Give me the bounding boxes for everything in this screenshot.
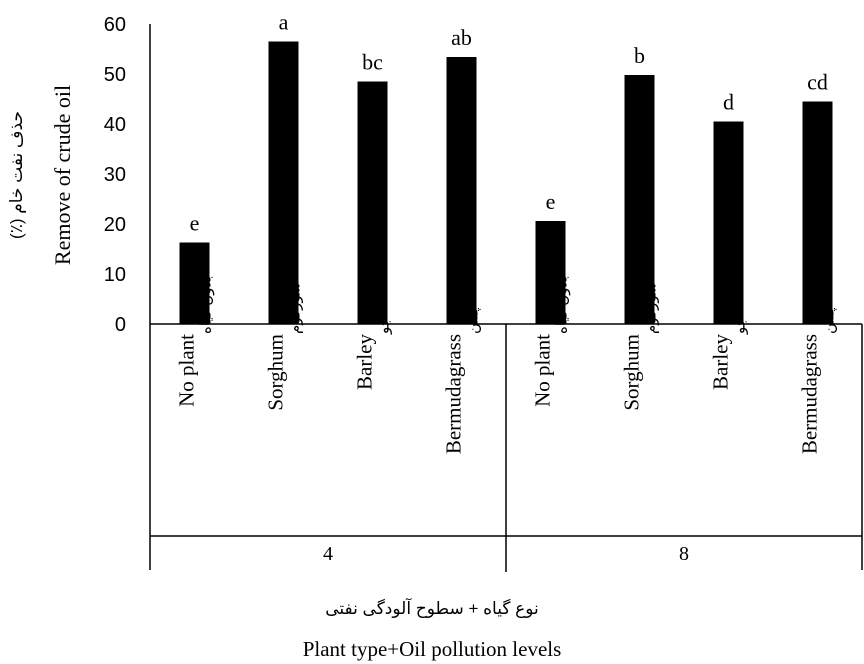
significance-letter: e (546, 189, 556, 214)
x-category-label-fa: بدون گیاه (553, 275, 571, 334)
bar (179, 242, 210, 324)
bar (446, 57, 477, 324)
x-category-label: Sorghum (620, 334, 644, 411)
x-category-label: Bermudagrass (798, 334, 822, 454)
x-category-label-fa: چمن (465, 305, 482, 334)
y-tick-label: 40 (104, 114, 126, 136)
x-category-label: Barley (353, 334, 377, 390)
x-category-label: No plant (175, 334, 199, 407)
significance-letter: e (190, 211, 200, 236)
y-tick-label: 0 (115, 314, 126, 336)
x-category-label-fa: سورگوم (642, 282, 660, 334)
x-category-label-fa: چمن (821, 305, 838, 334)
x-category-label-fa: بدون گیاه (197, 275, 215, 334)
bar (713, 121, 744, 324)
bar (624, 75, 655, 324)
significance-letter: ab (451, 25, 472, 50)
x-category-label-fa: سورگوم (286, 282, 304, 334)
x-category-label: Bermudagrass (442, 334, 466, 454)
x-category-label: No plant (531, 334, 555, 407)
x-group-label: 4 (323, 543, 333, 565)
y-tick-label: 10 (104, 264, 126, 286)
significance-letter: bc (362, 50, 383, 75)
x-category-label-fa: جو (732, 317, 749, 335)
bar (268, 41, 299, 324)
significance-letter: cd (807, 70, 828, 95)
x-category-label: Barley (709, 334, 733, 390)
y-tick-label: 60 (104, 14, 126, 36)
significance-letter: b (634, 43, 645, 68)
significance-letter: d (723, 90, 734, 115)
y-axis: 0 10 20 30 40 50 60 (104, 14, 151, 336)
x-axis-label: Plant type+Oil pollution levels (303, 637, 562, 661)
bars: e a bc ab e b d cd (179, 10, 833, 324)
x-group-label: 8 (679, 543, 689, 565)
x-axis-label-fa: نوع گیاه + سطوح آلودگی نفتی (325, 597, 539, 619)
bar (802, 101, 833, 324)
significance-letter: a (279, 10, 289, 35)
bar (535, 221, 566, 324)
y-axis-label-fa: حذف نفت خام (٪) (7, 111, 26, 239)
y-axis-label: Remove of crude oil (50, 85, 75, 265)
y-tick-label: 30 (104, 164, 126, 186)
x-category-label-fa: جو (376, 317, 393, 335)
x-category-label: Sorghum (264, 334, 288, 411)
y-tick-label: 20 (104, 214, 126, 236)
y-tick-label: 50 (104, 64, 126, 86)
bar (357, 81, 388, 324)
